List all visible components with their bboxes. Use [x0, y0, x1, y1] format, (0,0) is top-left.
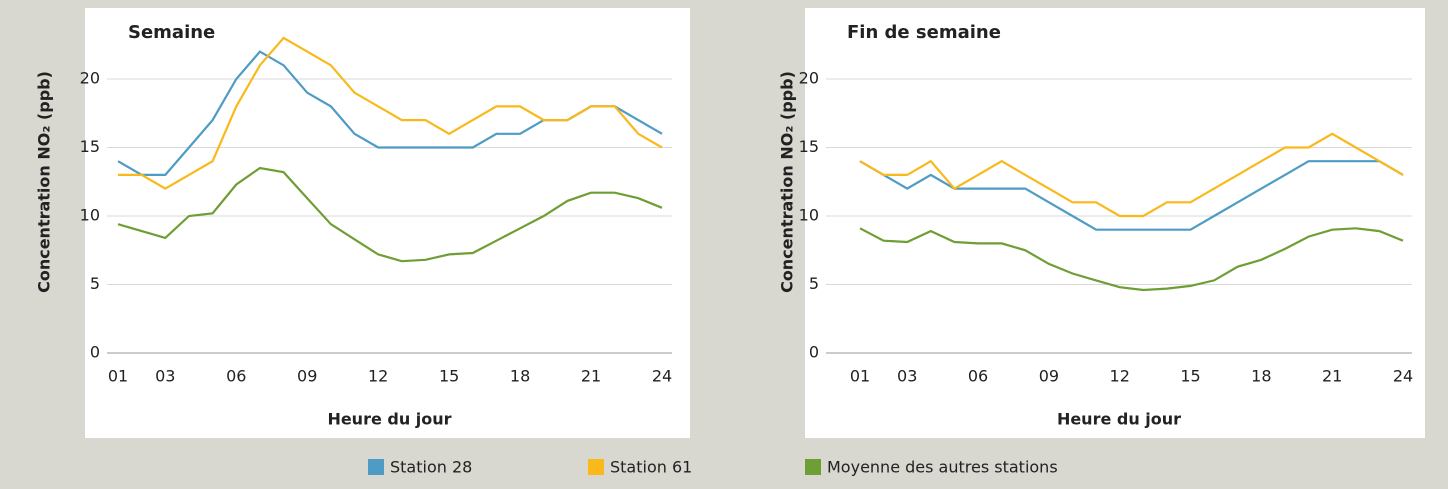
- panel: [805, 8, 1425, 438]
- x-tick-label: 06: [226, 367, 246, 386]
- y-tick-label: 20: [80, 69, 100, 88]
- x-tick-label: 18: [1251, 367, 1271, 386]
- chart-title: Fin de semaine: [847, 22, 1001, 43]
- x-tick-label: 12: [368, 367, 388, 386]
- legend-swatch: [368, 459, 384, 475]
- x-tick-label: 24: [652, 367, 672, 386]
- x-tick-label: 12: [1110, 367, 1130, 386]
- legend-swatch: [588, 459, 604, 475]
- x-tick-label: 09: [1039, 367, 1059, 386]
- y-tick-label: 0: [809, 343, 819, 362]
- x-tick-label: 21: [1322, 367, 1342, 386]
- line: [859, 160, 1404, 231]
- legend-label: Station 28: [390, 458, 472, 477]
- y-tick-label: 5: [90, 274, 100, 293]
- y-axis-label: Concentration NO₂ (ppb): [778, 71, 797, 293]
- line: [859, 227, 1404, 292]
- y-tick-label: 0: [90, 343, 100, 362]
- legend-label: Moyenne des autres stations: [827, 458, 1058, 477]
- x-axis-label: Heure du jour: [327, 410, 451, 429]
- x-tick-label: 21: [581, 367, 601, 386]
- x-tick-label: 01: [850, 367, 870, 386]
- x-tick-label: 15: [1180, 367, 1200, 386]
- panel: [85, 8, 690, 438]
- x-tick-label: 24: [1393, 367, 1413, 386]
- x-axis-label: Heure du jour: [1057, 410, 1181, 429]
- x-tick-label: 06: [968, 367, 988, 386]
- legend-swatch: [805, 459, 821, 475]
- x-tick-label: 03: [897, 367, 917, 386]
- x-tick-label: 03: [155, 367, 175, 386]
- y-tick-label: 15: [799, 137, 819, 156]
- x-tick-label: 01: [108, 367, 128, 386]
- x-tick-label: 15: [439, 367, 459, 386]
- legend-label: Station 61: [610, 458, 692, 477]
- y-tick-label: 20: [799, 69, 819, 88]
- x-tick-label: 18: [510, 367, 530, 386]
- chart-title: Semaine: [128, 22, 215, 43]
- y-tick-label: 10: [799, 206, 819, 225]
- line: [118, 36, 663, 190]
- line: [117, 166, 663, 263]
- x-tick-label: 09: [297, 367, 317, 386]
- y-tick-label: 15: [80, 137, 100, 156]
- y-tick-label: 5: [809, 274, 819, 293]
- y-tick-label: 10: [80, 206, 100, 225]
- line: [859, 132, 1404, 218]
- y-axis-label: Concentration NO₂ (ppb): [35, 71, 54, 293]
